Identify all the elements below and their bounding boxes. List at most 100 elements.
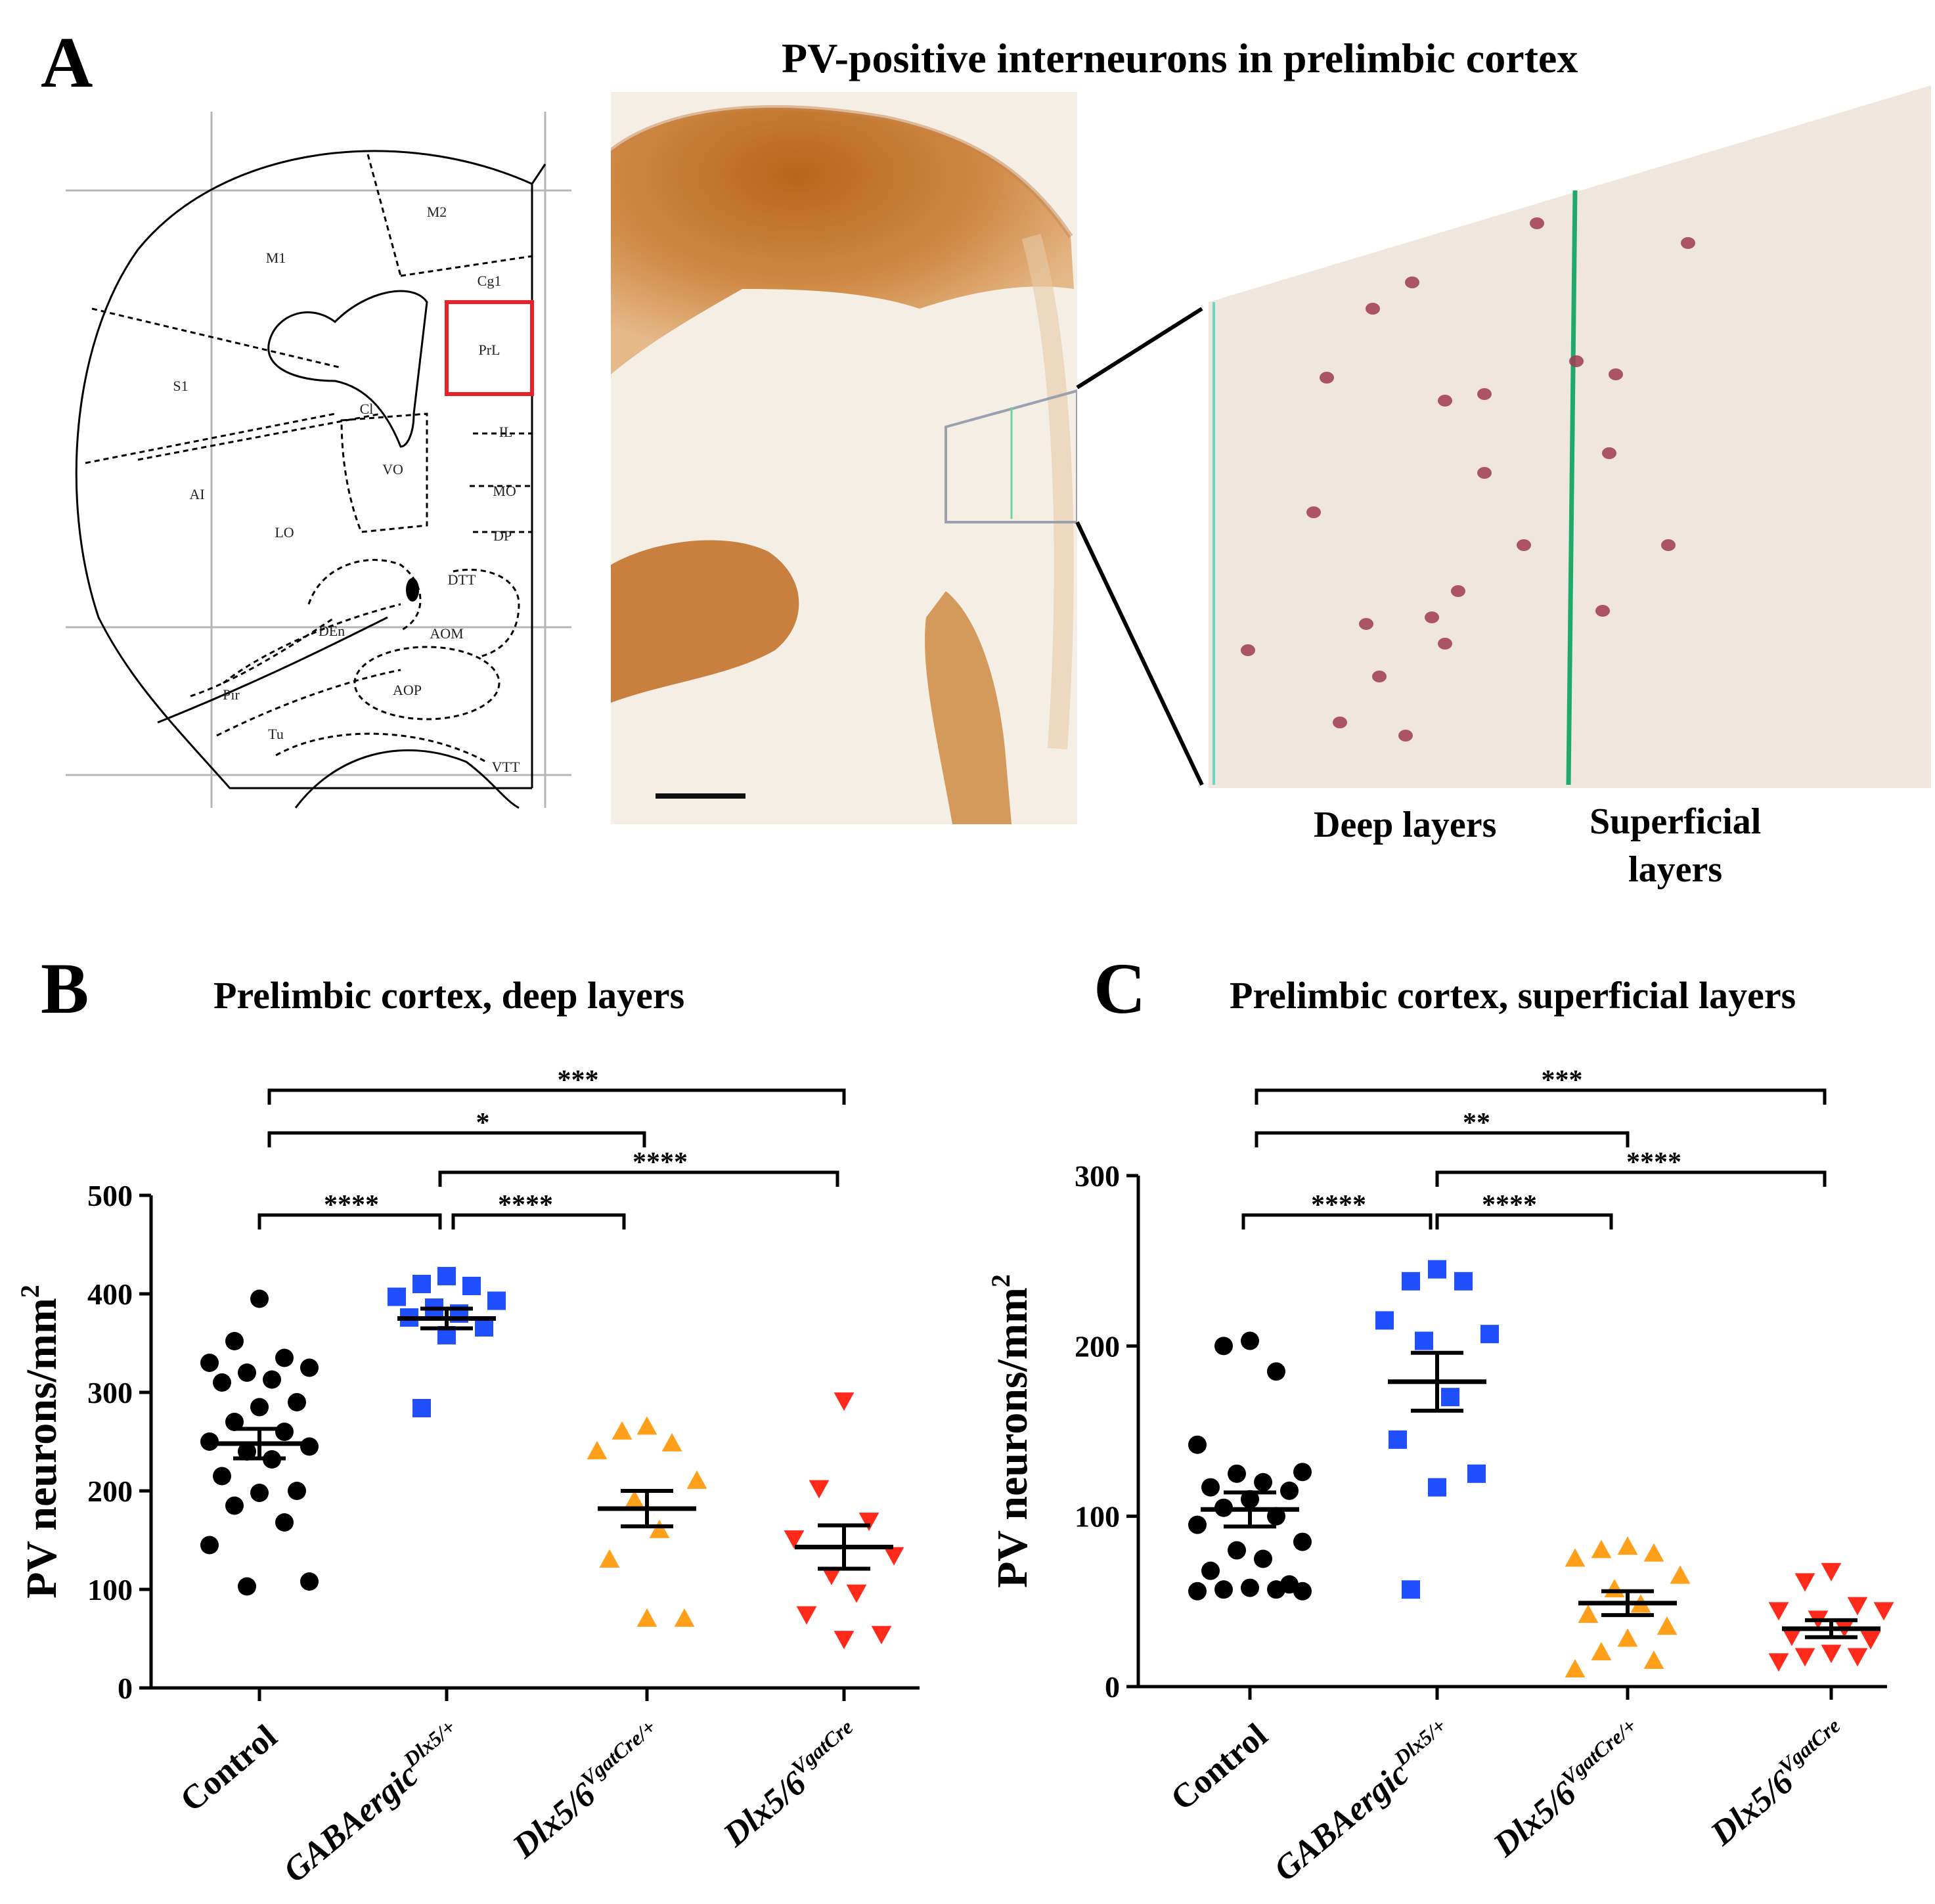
x-tick-label: GABAergicDlx5/+ (1264, 1714, 1462, 1889)
data-point (599, 1549, 620, 1568)
data-point (1860, 1631, 1881, 1650)
pv-cell (1517, 539, 1531, 551)
superficial-layers-label: Superficial layers (1590, 801, 1762, 890)
data-point (1617, 1536, 1638, 1555)
y-tick-label: 200 (1075, 1329, 1120, 1363)
data-point (1428, 1478, 1446, 1497)
pv-cell (1438, 395, 1452, 407)
data-point (288, 1393, 306, 1411)
pv-cell (1425, 611, 1439, 623)
significance-bracket (451, 1213, 626, 1229)
data-point (1201, 1478, 1220, 1497)
data-point (437, 1267, 456, 1285)
pv-cell (1530, 217, 1544, 229)
data-point (1428, 1260, 1446, 1279)
data-point (275, 1513, 294, 1532)
zoomed-section (1209, 85, 1931, 788)
data-point (1454, 1272, 1473, 1291)
data-point (300, 1437, 319, 1456)
data-point (1794, 1648, 1815, 1667)
pv-cell (1438, 638, 1452, 650)
data-point (686, 1470, 707, 1489)
data-point (1873, 1602, 1894, 1621)
y-tick-label: 100 (1075, 1500, 1120, 1534)
x-tick-label: Dlx5/6VgatCre/+ (503, 1715, 672, 1866)
data-point (834, 1392, 855, 1411)
data-point (1565, 1548, 1586, 1567)
data-point (1267, 1362, 1285, 1381)
chart-c: PV neurons/mm2 0 100 200 300 ControlGABAergic… (986, 1065, 1894, 1889)
data-point (250, 1289, 269, 1308)
data-point (1280, 1481, 1299, 1500)
panel-c-title: Prelimbic cortex, superficial layers (1230, 974, 1796, 1017)
x-tick-label: Control (1164, 1717, 1275, 1818)
pv-cell (1372, 671, 1387, 682)
significance-label: **** (1482, 1190, 1537, 1220)
data-point (213, 1467, 231, 1486)
pv-cell (1661, 539, 1676, 551)
data-point (1657, 1616, 1678, 1635)
data-point (1254, 1549, 1272, 1568)
prl-highlight-box (445, 300, 534, 396)
data-point (858, 1513, 879, 1532)
data-point (388, 1287, 406, 1306)
data-point (238, 1442, 256, 1461)
data-point (1293, 1582, 1312, 1601)
significance-bracket (438, 1170, 839, 1187)
x-tick-label: GABAergicDlx5/+ (274, 1715, 472, 1890)
data-point (1188, 1515, 1207, 1534)
data-point (1821, 1562, 1842, 1582)
data-point (1214, 1580, 1233, 1599)
data-point (636, 1416, 657, 1435)
deep-layers-label: Deep layers (1314, 805, 1497, 845)
data-point (883, 1547, 904, 1566)
data-point (200, 1536, 219, 1555)
atlas-region-label: MO (493, 483, 516, 499)
significance-label: *** (558, 1065, 599, 1096)
data-point (1241, 1578, 1259, 1597)
data-point (674, 1608, 695, 1627)
data-point (1415, 1331, 1433, 1350)
data-point (649, 1519, 670, 1538)
y-tick-label: 0 (118, 1672, 133, 1705)
significance-bracket (267, 1088, 846, 1105)
data-point (1241, 1331, 1259, 1350)
pv-cell (1451, 585, 1465, 597)
pv-cell (1320, 372, 1334, 384)
pv-cell (1595, 605, 1610, 617)
data-point (1578, 1604, 1599, 1623)
data-point (1670, 1565, 1691, 1584)
data-point (238, 1577, 256, 1596)
data-point (1591, 1642, 1612, 1661)
data-point (1228, 1541, 1246, 1560)
data-point (412, 1399, 431, 1417)
atlas-region-label: LO (275, 524, 294, 541)
significance-label: **** (1311, 1190, 1366, 1220)
data-point (846, 1584, 867, 1603)
significance-bracket (1255, 1131, 1630, 1147)
chart-b: PV neurons/mm2 0 100 200 300 400 500 ControlGAB… (15, 1065, 920, 1890)
layer-boundary-line (1566, 190, 1578, 786)
significance-bracket (1435, 1213, 1613, 1229)
data-point (213, 1373, 231, 1392)
data-point (1467, 1464, 1486, 1483)
data-point (612, 1421, 633, 1440)
x-tick-label: Dlx5/6VgatCre/+ (1484, 1714, 1653, 1865)
pv-cell (1366, 303, 1380, 315)
data-point (300, 1572, 319, 1591)
data-point (636, 1608, 657, 1627)
atlas-region-label: VTT (492, 759, 520, 775)
significance-bracket (1435, 1170, 1827, 1187)
data-point (1228, 1464, 1246, 1483)
atlas-region-label: DP (493, 527, 512, 544)
data-point (784, 1530, 805, 1549)
data-point (1643, 1543, 1664, 1562)
pv-cell (1359, 618, 1373, 630)
data-point (624, 1490, 645, 1509)
atlas-region-label: Cl (360, 401, 374, 417)
data-point (1847, 1597, 1868, 1616)
significance-label: **** (1626, 1147, 1681, 1178)
data-point (1847, 1648, 1868, 1667)
x-tick-label: Dlx5/6VgatCre (1701, 1714, 1856, 1853)
y-tick-label: 0 (1105, 1670, 1120, 1704)
